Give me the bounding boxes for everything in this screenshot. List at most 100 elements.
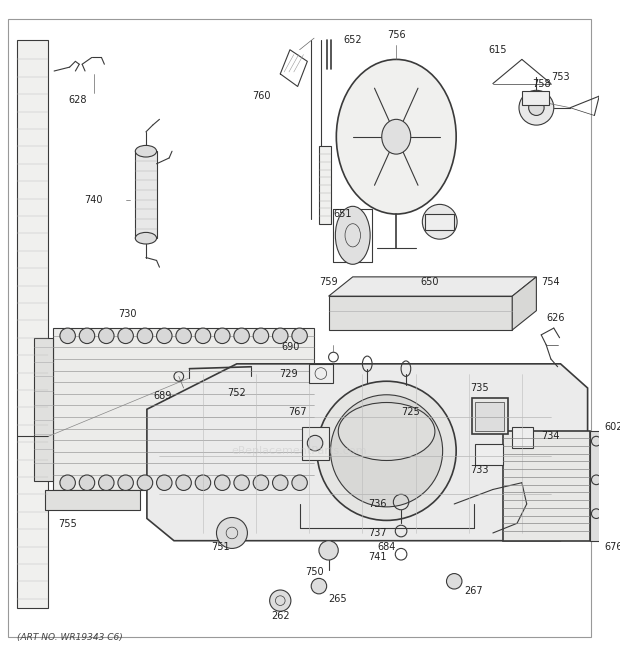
Text: 652: 652 <box>343 35 361 45</box>
Text: 753: 753 <box>551 72 570 82</box>
Ellipse shape <box>519 91 554 125</box>
Polygon shape <box>53 328 314 490</box>
Bar <box>476 401 505 430</box>
Ellipse shape <box>270 590 291 611</box>
Text: 750: 750 <box>305 566 324 576</box>
Text: 758: 758 <box>532 79 551 89</box>
Ellipse shape <box>60 475 76 490</box>
Text: 628: 628 <box>68 95 87 105</box>
Ellipse shape <box>308 436 323 451</box>
Ellipse shape <box>215 475 230 490</box>
Ellipse shape <box>446 574 462 589</box>
Polygon shape <box>329 296 512 330</box>
Ellipse shape <box>336 59 456 214</box>
Text: 736: 736 <box>368 499 387 509</box>
Ellipse shape <box>79 328 95 344</box>
Ellipse shape <box>234 328 249 344</box>
Ellipse shape <box>422 204 457 239</box>
Ellipse shape <box>273 328 288 344</box>
Text: 754: 754 <box>541 277 560 287</box>
Ellipse shape <box>292 328 308 344</box>
Text: 752: 752 <box>228 388 246 398</box>
Polygon shape <box>147 364 588 541</box>
Polygon shape <box>309 490 464 504</box>
Bar <box>590 432 604 541</box>
Text: 725: 725 <box>401 407 420 417</box>
Polygon shape <box>503 432 590 541</box>
Text: 734: 734 <box>541 432 560 442</box>
Ellipse shape <box>137 328 153 344</box>
Ellipse shape <box>176 328 192 344</box>
Text: 760: 760 <box>252 91 270 101</box>
Ellipse shape <box>339 403 435 461</box>
Text: 615: 615 <box>489 45 507 55</box>
Ellipse shape <box>292 475 308 490</box>
Ellipse shape <box>317 381 456 520</box>
Bar <box>472 398 508 434</box>
Bar <box>476 444 503 465</box>
Text: 756: 756 <box>387 30 405 40</box>
Ellipse shape <box>253 328 268 344</box>
Text: 650: 650 <box>421 277 440 287</box>
Text: (ART NO. WR19343 C6): (ART NO. WR19343 C6) <box>17 633 123 642</box>
Ellipse shape <box>273 475 288 490</box>
Bar <box>425 214 454 229</box>
Ellipse shape <box>234 475 249 490</box>
Text: 741: 741 <box>368 552 387 562</box>
Polygon shape <box>512 277 536 330</box>
Ellipse shape <box>319 541 339 560</box>
Bar <box>512 426 533 448</box>
Text: 651: 651 <box>334 209 352 219</box>
Text: 689: 689 <box>153 391 172 401</box>
Ellipse shape <box>99 328 114 344</box>
Bar <box>309 364 334 383</box>
Text: 684: 684 <box>378 543 396 553</box>
Ellipse shape <box>157 328 172 344</box>
Text: 751: 751 <box>211 543 229 553</box>
Text: 733: 733 <box>470 465 489 475</box>
Polygon shape <box>135 151 157 238</box>
Text: 676: 676 <box>604 543 620 553</box>
Ellipse shape <box>529 100 544 116</box>
Text: 602: 602 <box>604 422 620 432</box>
Ellipse shape <box>176 475 192 490</box>
Polygon shape <box>17 40 48 608</box>
Text: 759: 759 <box>319 277 338 287</box>
Text: 267: 267 <box>464 586 482 596</box>
Ellipse shape <box>118 475 133 490</box>
Ellipse shape <box>216 518 247 549</box>
Ellipse shape <box>330 395 443 507</box>
Text: 735: 735 <box>470 383 489 393</box>
Text: 737: 737 <box>368 528 387 538</box>
Text: 626: 626 <box>546 313 565 323</box>
Ellipse shape <box>135 145 157 157</box>
Text: 730: 730 <box>118 309 137 319</box>
Ellipse shape <box>195 328 211 344</box>
Text: 755: 755 <box>58 520 77 529</box>
Text: 729: 729 <box>279 368 298 379</box>
Polygon shape <box>45 490 140 510</box>
Ellipse shape <box>60 328 76 344</box>
Polygon shape <box>34 338 53 481</box>
Bar <box>319 146 330 223</box>
Text: 767: 767 <box>288 407 307 417</box>
Ellipse shape <box>253 475 268 490</box>
Text: 740: 740 <box>84 194 103 204</box>
Text: 262: 262 <box>271 611 290 621</box>
Ellipse shape <box>79 475 95 490</box>
Ellipse shape <box>99 475 114 490</box>
Ellipse shape <box>335 206 370 264</box>
Ellipse shape <box>311 578 327 594</box>
Ellipse shape <box>382 120 410 154</box>
Text: 690: 690 <box>281 342 299 352</box>
Bar <box>522 91 549 105</box>
Ellipse shape <box>157 475 172 490</box>
Ellipse shape <box>135 233 157 244</box>
Ellipse shape <box>137 475 153 490</box>
Polygon shape <box>329 277 536 296</box>
Ellipse shape <box>215 328 230 344</box>
Ellipse shape <box>118 328 133 344</box>
Text: eReplacementParts.com: eReplacementParts.com <box>232 446 367 456</box>
Text: 265: 265 <box>329 594 347 603</box>
Ellipse shape <box>195 475 211 490</box>
